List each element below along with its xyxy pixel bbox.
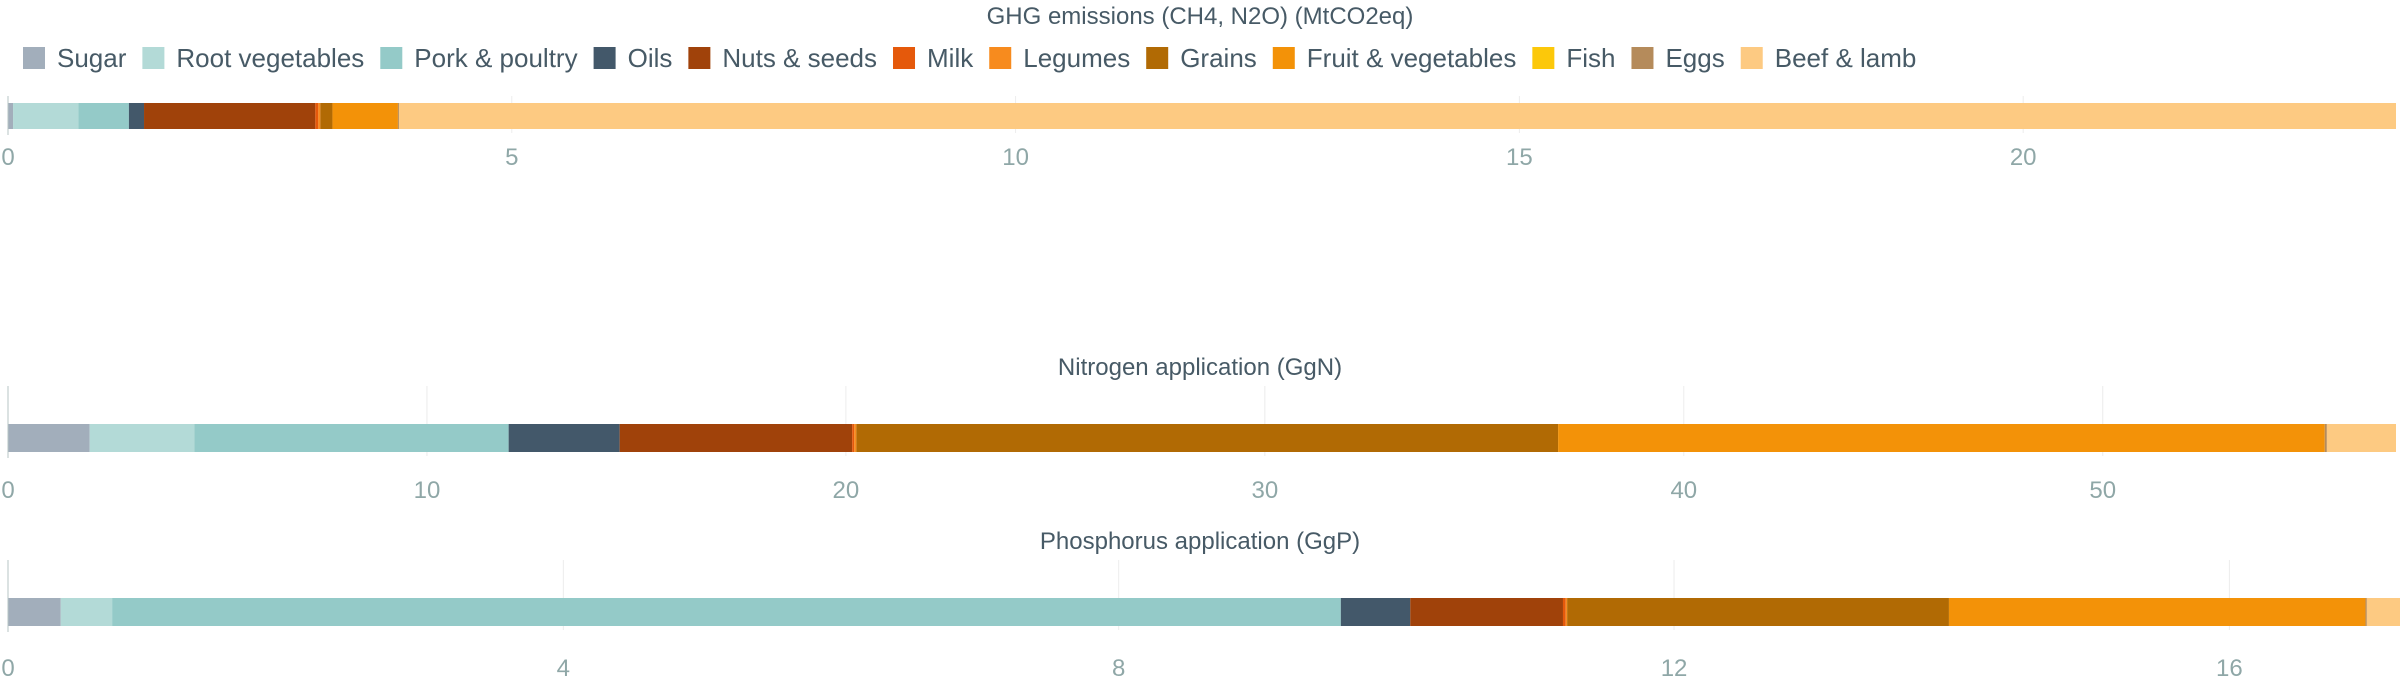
legend-label-eggs: Eggs xyxy=(1665,43,1724,73)
bar-segment-1-root-vegetables xyxy=(13,103,79,129)
bar-segment-2-beef-lamb xyxy=(2326,424,2396,452)
tick-label-2-10: 10 xyxy=(414,477,441,504)
legend-swatch-fruit-vegetables xyxy=(1272,47,1295,69)
bar-segment-3-pork-poultry xyxy=(112,598,1341,626)
tick-label-1-10: 10 xyxy=(1002,144,1029,171)
tick-label-1-5: 5 xyxy=(505,144,518,171)
legend-swatch-nuts-seeds xyxy=(688,47,711,69)
bar-segment-3-root-vegetables xyxy=(60,598,113,626)
legend-swatch-eggs xyxy=(1631,47,1654,69)
legend-swatch-root-vegetables xyxy=(142,47,165,69)
legend-swatch-legumes xyxy=(989,47,1012,69)
legend-swatch-beef-lamb xyxy=(1740,47,1763,69)
bar-segment-3-milk xyxy=(1562,598,1566,626)
chart-title-3: Phosphorus application (GgP) xyxy=(1040,528,1360,555)
bar-segment-1-grains xyxy=(320,103,333,129)
bar-segment-2-pork-poultry xyxy=(194,424,509,452)
bar-segment-3-oils xyxy=(1340,598,1411,626)
bar-segment-2-fruit-vegetables xyxy=(1558,424,2325,452)
bar-segment-1-milk xyxy=(315,103,319,129)
legend-label-pork-poultry: Pork & poultry xyxy=(414,43,577,73)
tick-label-1-20: 20 xyxy=(2010,144,2037,171)
chart-title-2: Nitrogen application (GgN) xyxy=(1058,354,1342,381)
bar-segment-1-sugar xyxy=(8,103,14,129)
bar-segment-3-grains xyxy=(1567,598,1949,626)
bar-segment-1-pork-poultry xyxy=(78,103,129,129)
bar-segment-3-nuts-seeds xyxy=(1410,598,1563,626)
tick-label-3-4: 4 xyxy=(557,655,570,682)
bar-segment-1-legumes xyxy=(318,103,321,129)
bar-segment-2-root-vegetables xyxy=(89,424,195,452)
bar-segment-3-sugar xyxy=(8,598,61,626)
tick-label-1-0: 0 xyxy=(1,144,14,171)
bar-segment-2-nuts-seeds xyxy=(619,424,853,452)
chart-title-1: GHG emissions (CH4, N2O) (MtCO2eq) xyxy=(987,3,1414,30)
tick-label-1-15: 15 xyxy=(1506,144,1533,171)
bar-segment-1-nuts-seeds xyxy=(144,103,316,129)
legend-label-fruit-vegetables: Fruit & vegetables xyxy=(1307,43,1517,73)
bar-segment-2-legumes xyxy=(854,424,857,452)
legend-label-milk: Milk xyxy=(927,43,974,73)
tick-label-2-20: 20 xyxy=(833,477,860,504)
bar-segment-3-fruit-vegetables xyxy=(1948,598,2366,626)
tick-label-3-0: 0 xyxy=(1,655,14,682)
legend-label-sugar: Sugar xyxy=(57,43,127,73)
legend-label-grains: Grains xyxy=(1180,43,1257,73)
bar-segment-3-eggs xyxy=(2365,598,2367,626)
tick-label-2-40: 40 xyxy=(1670,477,1697,504)
tick-label-2-30: 30 xyxy=(1251,477,1278,504)
bar-segment-2-milk xyxy=(852,424,855,452)
tick-label-3-12: 12 xyxy=(1661,655,1688,682)
bar-segment-1-oils xyxy=(128,103,145,129)
legend-swatch-milk xyxy=(893,47,916,69)
legend-swatch-oils xyxy=(593,47,616,69)
legend-swatch-grains xyxy=(1146,47,1169,69)
bar-segment-1-beef-lamb xyxy=(398,103,2397,129)
bar-segment-2-grains xyxy=(856,424,1559,452)
legend-label-nuts-seeds: Nuts & seeds xyxy=(722,43,877,73)
legend-label-oils: Oils xyxy=(628,43,673,73)
bar-segment-2-eggs xyxy=(2324,424,2327,452)
bar-segment-1-eggs xyxy=(397,103,399,129)
tick-label-3-8: 8 xyxy=(1112,655,1125,682)
bar-segment-1-fruit-vegetables xyxy=(332,103,398,129)
bar-segment-2-oils xyxy=(508,424,620,452)
bar-segment-3-legumes xyxy=(1565,598,1568,626)
legend-label-fish: Fish xyxy=(1566,43,1615,73)
legend-label-legumes: Legumes xyxy=(1023,43,1130,73)
bar-segment-2-sugar xyxy=(8,424,90,452)
bar-segment-3-beef-lamb xyxy=(2366,598,2400,626)
legend-label-root-vegetables: Root vegetables xyxy=(176,43,364,73)
legend-swatch-fish xyxy=(1532,47,1555,69)
tick-label-3-16: 16 xyxy=(2216,655,2243,682)
tick-label-2-0: 0 xyxy=(1,477,14,504)
legend-swatch-sugar xyxy=(23,47,45,69)
legend-swatch-pork-poultry xyxy=(380,47,403,69)
legend-label-beef-lamb: Beef & lamb xyxy=(1775,43,1917,73)
tick-label-2-50: 50 xyxy=(2089,477,2116,504)
